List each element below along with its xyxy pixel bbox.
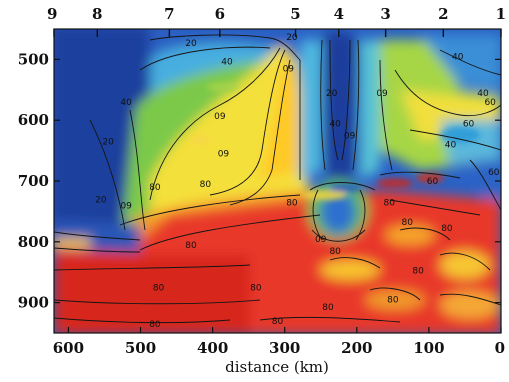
- station-label: 8: [92, 5, 102, 23]
- contour-label: 40: [221, 57, 233, 67]
- contour-label: 60: [427, 177, 439, 187]
- contour-label: 80: [322, 303, 334, 313]
- y-tick-label: 900: [18, 294, 49, 312]
- x-tick-label: 0: [495, 339, 505, 357]
- contour-label: 80: [286, 198, 298, 208]
- contour-label: 60: [484, 98, 496, 108]
- contour-label: 80: [384, 198, 396, 208]
- station-label: 3: [380, 5, 390, 23]
- y-tick-label: 700: [18, 172, 49, 190]
- contour-label: 40: [477, 89, 489, 99]
- contour-label: 20: [326, 89, 338, 99]
- contour-label: 80: [185, 241, 197, 251]
- contour-label: 40: [452, 52, 464, 62]
- y-tick-label: 800: [18, 233, 49, 251]
- contour-label: 80: [250, 283, 262, 293]
- contour-label: 80: [441, 224, 453, 234]
- x-tick-label: 200: [341, 339, 372, 357]
- x-tick-label: 500: [125, 339, 156, 357]
- contour-label: 20: [95, 195, 107, 205]
- x-axis-title: distance (km): [225, 358, 329, 376]
- x-tick-label: 300: [269, 339, 300, 357]
- x-axis: 600 500 400 300 200 100 0: [53, 327, 505, 357]
- contour-label: 80: [272, 317, 284, 327]
- contour-label: 60: [488, 168, 500, 178]
- contour-label: 20: [102, 138, 114, 148]
- contour-label: 40: [329, 119, 341, 129]
- x-tick-label: 100: [413, 339, 444, 357]
- x-tick-label: 400: [197, 339, 228, 357]
- contour-label: 40: [445, 141, 457, 151]
- contour-label: 80: [329, 247, 341, 257]
- y-axis: 500 600 700 800 900: [18, 50, 501, 312]
- contour-label: 80: [412, 266, 424, 276]
- station-label: 1: [496, 5, 506, 23]
- station-label: 2: [438, 5, 448, 23]
- contour-label: 09: [214, 112, 226, 122]
- contour-lines: [54, 34, 501, 324]
- contour-label: 09: [218, 150, 230, 160]
- contour-label: 80: [402, 218, 414, 228]
- contour-label: 80: [200, 180, 212, 190]
- contour-label: 09: [120, 201, 132, 211]
- x-tick-label: 600: [53, 339, 84, 357]
- station-label: 7: [164, 5, 174, 23]
- contour-label: 80: [149, 320, 161, 330]
- contour-label: 20: [286, 33, 298, 43]
- station-label: 4: [334, 5, 344, 23]
- y-tick-label: 500: [18, 50, 49, 68]
- station-label: 9: [47, 5, 57, 23]
- contour-label: 09: [283, 65, 295, 75]
- contour-label: 80: [149, 183, 161, 193]
- station-markers: 9 8 7 6 5 4 3 2 1: [47, 5, 506, 37]
- contour-label: 20: [185, 39, 197, 49]
- y-tick-label: 600: [18, 111, 49, 129]
- contour-label: 09: [376, 89, 388, 99]
- contour-label: 40: [120, 98, 132, 108]
- station-label: 5: [290, 5, 300, 23]
- station-label: 6: [215, 5, 225, 23]
- contour-label: 09: [344, 131, 356, 141]
- contour-label: 80: [153, 283, 165, 293]
- contour-label: 80: [387, 296, 399, 306]
- contour-label: 09: [315, 235, 327, 245]
- contour-label: 60: [463, 119, 475, 129]
